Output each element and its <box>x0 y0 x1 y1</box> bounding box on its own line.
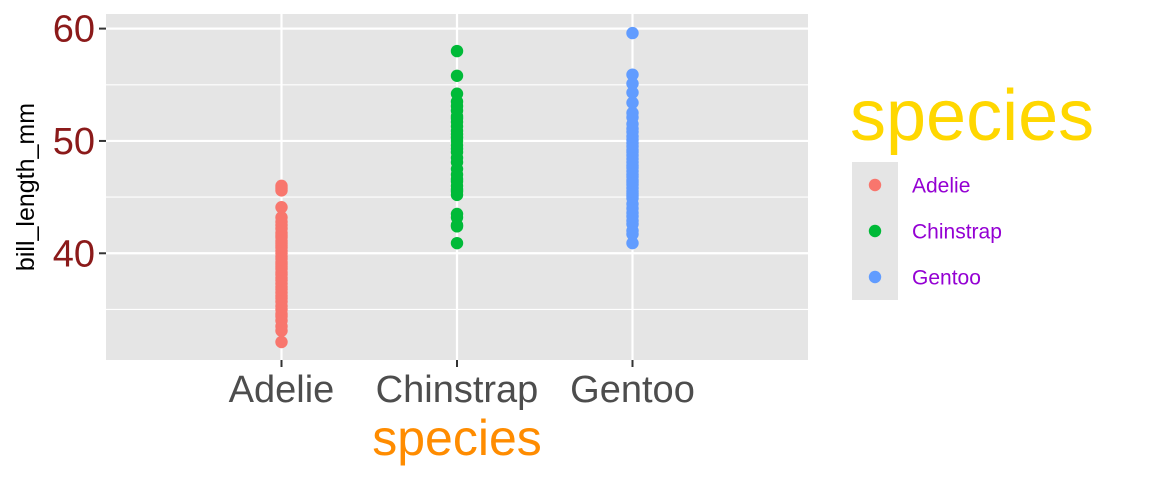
data-point <box>275 179 288 193</box>
x-axis-tick-labels: Adelie Chinstrap Gentoo <box>229 369 695 411</box>
data-point <box>626 236 639 250</box>
legend-label: Chinstrap <box>912 221 1002 244</box>
data-point <box>626 77 639 90</box>
x-tick-label: Adelie <box>229 369 335 411</box>
data-point <box>450 87 464 100</box>
y-axis-tick-labels: 40 50 60 <box>53 9 95 276</box>
data-point <box>626 86 639 99</box>
x-tick-label: Gentoo <box>570 369 695 411</box>
data-point <box>626 96 639 109</box>
legend-items: Adelie Chinstrap Gentoo <box>868 175 1002 290</box>
legend-key <box>868 178 882 192</box>
data-point <box>626 26 639 40</box>
legend-key <box>868 270 882 284</box>
axis-ticks <box>99 27 634 367</box>
data-points <box>275 26 639 349</box>
y-axis-label: bill_length_mm <box>12 103 40 271</box>
y-tick-label: 40 <box>53 233 95 275</box>
data-point <box>450 236 464 250</box>
data-point <box>275 201 288 214</box>
x-axis-label: species <box>372 410 542 466</box>
legend-label: Gentoo <box>912 267 981 290</box>
y-tick-label: 50 <box>53 121 95 163</box>
data-point <box>626 106 639 120</box>
data-point <box>450 207 464 221</box>
data-point <box>275 211 288 224</box>
data-point <box>450 44 464 58</box>
legend: species Adelie Chinstrap Gentoo <box>850 76 1094 300</box>
data-point <box>450 69 464 82</box>
legend-key <box>868 224 882 238</box>
y-tick-label: 60 <box>53 9 95 51</box>
legend-title: species <box>850 76 1094 156</box>
data-point <box>275 335 288 349</box>
x-tick-label: Chinstrap <box>376 369 539 411</box>
data-point <box>626 68 639 81</box>
legend-label: Adelie <box>912 175 970 198</box>
